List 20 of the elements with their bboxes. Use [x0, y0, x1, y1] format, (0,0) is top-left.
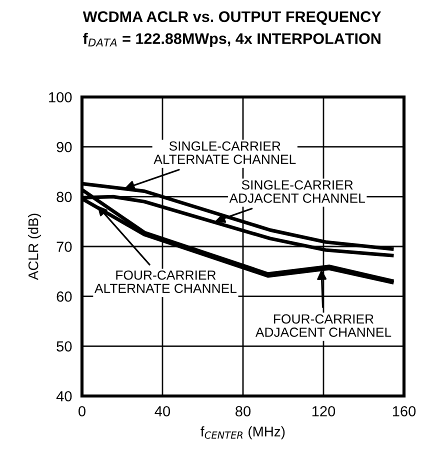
- annotation: FOUR-CARRIER ALTERNATE CHANNEL: [94, 270, 237, 294]
- x-axis-title: f$_{CENTER}$ (MHz): [200, 426, 285, 440]
- chart-title: WCDMA ACLR vs. OUTPUT FREQUENCY: [82, 11, 382, 25]
- y-tick-label: 60: [56, 291, 72, 302]
- x-tick-label: 80: [236, 406, 251, 416]
- annotation: FOUR-CARRIER ADJACENT CHANNEL: [255, 314, 392, 337]
- x-tick-label: 40: [154, 406, 170, 416]
- annotation: SINGLE-CARRIER ALTERNATE CHANNEL: [154, 141, 296, 164]
- y-tick-label: 90: [56, 142, 72, 152]
- y-tick-label: 50: [56, 341, 72, 352]
- y-axis-title: ACLR (dB): [28, 214, 41, 280]
- x-tick-label: 0: [78, 406, 86, 416]
- x-tick-label: 160: [392, 406, 416, 416]
- chart-subtitle: f$_{DATA}$ = 122.88MWps, 4x INTERPOLATION: [83, 32, 380, 48]
- y-tick-label: 40: [56, 391, 72, 402]
- x-tick-label: 120: [312, 406, 336, 416]
- annotation: SINGLE-CARRIER ADJACENT CHANNEL: [229, 180, 365, 203]
- y-tick-label: 80: [56, 192, 72, 202]
- y-tick-label: 100: [49, 92, 72, 102]
- y-tick-label: 70: [56, 242, 72, 252]
